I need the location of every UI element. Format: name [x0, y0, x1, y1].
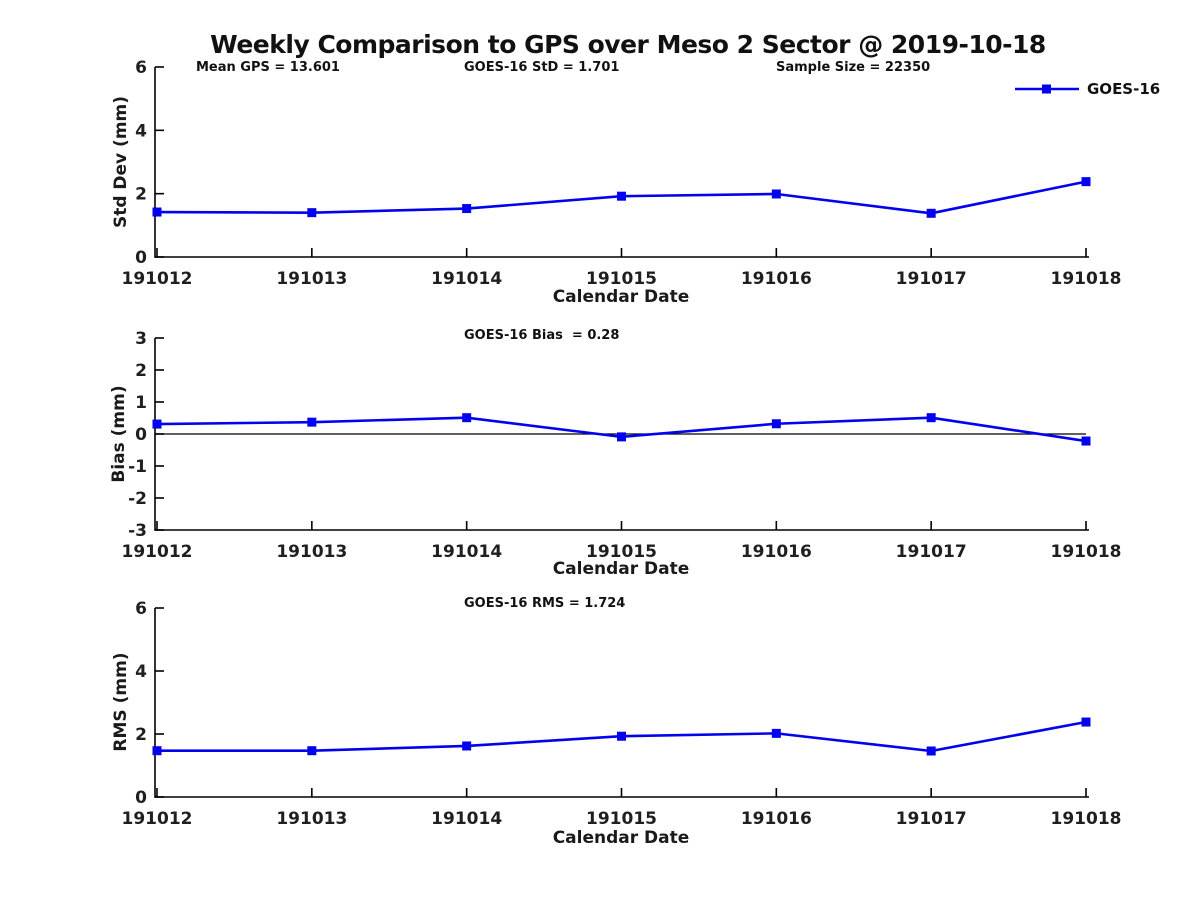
annotation-goes16-bias: GOES-16 Bias = 0.28 — [464, 328, 620, 343]
legend: GOES-16 — [1015, 80, 1161, 98]
y-tick-label: 2 — [135, 361, 147, 381]
y-tick-label: 0 — [135, 425, 147, 445]
x-axis-label-calendar-date: Calendar Date — [552, 559, 690, 579]
legend-line-marker-icon — [1015, 84, 1079, 94]
x-tick-label: 191015 — [586, 269, 657, 289]
x-tick-label: 191015 — [586, 809, 657, 829]
x-tick-label: 191013 — [276, 809, 347, 829]
data-point-marker — [462, 413, 472, 423]
data-point-marker — [307, 746, 317, 756]
data-point-marker — [771, 728, 781, 738]
x-tick-label: 191014 — [431, 269, 502, 289]
y-tick-label: 1 — [135, 393, 147, 413]
y-tick-label: 3 — [135, 329, 147, 349]
x-tick-label: 191014 — [431, 809, 502, 829]
data-point-marker — [617, 191, 626, 201]
x-tick-label: 191016 — [741, 809, 812, 829]
x-tick-label: 191018 — [1051, 269, 1122, 289]
annotation-goes16-rms: GOES-16 RMS = 1.724 — [464, 596, 626, 611]
data-point-marker — [307, 417, 317, 427]
data-point-marker — [1081, 436, 1091, 446]
y-tick-label: 0 — [135, 248, 147, 268]
data-point-marker — [771, 419, 781, 429]
y-tick-label: -3 — [128, 521, 147, 541]
x-tick-label: 191013 — [276, 269, 347, 289]
x-tick-label: 191016 — [741, 269, 812, 289]
x-tick-label: 191012 — [122, 269, 193, 289]
y-tick-label: 6 — [135, 58, 147, 78]
data-point-marker — [152, 207, 162, 217]
x-tick-label: 191017 — [896, 542, 967, 562]
annotation-mean-gps: Mean GPS = 13.601 — [196, 60, 340, 75]
data-point-marker — [926, 208, 936, 218]
y-tick-label: 6 — [135, 599, 147, 619]
data-point-marker — [1081, 177, 1091, 187]
x-tick-label: 191018 — [1051, 542, 1122, 562]
data-point-marker — [307, 208, 317, 218]
data-point-marker — [926, 413, 936, 423]
y-tick-label: 2 — [135, 725, 147, 745]
annotation-goes16-std: GOES-16 StD = 1.701 — [464, 60, 620, 75]
x-tick-label: 191016 — [741, 542, 812, 562]
data-point-marker — [462, 204, 472, 214]
data-point-marker — [926, 746, 936, 756]
x-tick-label: 191012 — [122, 542, 193, 562]
data-point-marker — [152, 419, 162, 429]
x-tick-label: 191015 — [586, 542, 657, 562]
y-tick-label: 4 — [135, 662, 147, 682]
x-tick-label: 191017 — [896, 809, 967, 829]
x-tick-label: 191013 — [276, 542, 347, 562]
x-axis-label-calendar-date: Calendar Date — [552, 287, 690, 307]
data-point-marker — [617, 731, 626, 741]
legend-label: GOES-16 — [1087, 80, 1161, 98]
data-point-marker — [771, 189, 781, 199]
legend-square-marker-icon — [1042, 84, 1051, 94]
x-tick-label: 191017 — [896, 269, 967, 289]
y-tick-label: 0 — [135, 788, 147, 808]
x-tick-label: 191018 — [1051, 809, 1122, 829]
y-tick-label: -2 — [128, 489, 147, 509]
y-tick-label: 4 — [135, 121, 147, 141]
data-point-marker — [152, 746, 162, 756]
annotation-sample-size: Sample Size = 22350 — [776, 60, 931, 75]
data-point-marker — [617, 432, 626, 442]
page-title: Weekly Comparison to GPS over Meso 2 Sec… — [210, 30, 1046, 59]
data-point-marker — [1081, 717, 1091, 727]
x-axis-label-calendar-date: Calendar Date — [552, 828, 690, 848]
data-point-marker — [462, 741, 472, 751]
y-tick-label: 2 — [135, 185, 147, 205]
x-tick-label: 191012 — [122, 809, 193, 829]
x-tick-label: 191014 — [431, 542, 502, 562]
y-tick-label: -1 — [128, 457, 147, 477]
